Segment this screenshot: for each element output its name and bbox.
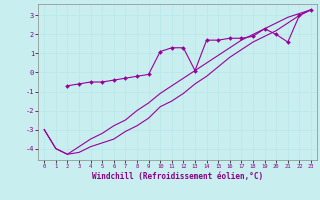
X-axis label: Windchill (Refroidissement éolien,°C): Windchill (Refroidissement éolien,°C) xyxy=(92,172,263,181)
